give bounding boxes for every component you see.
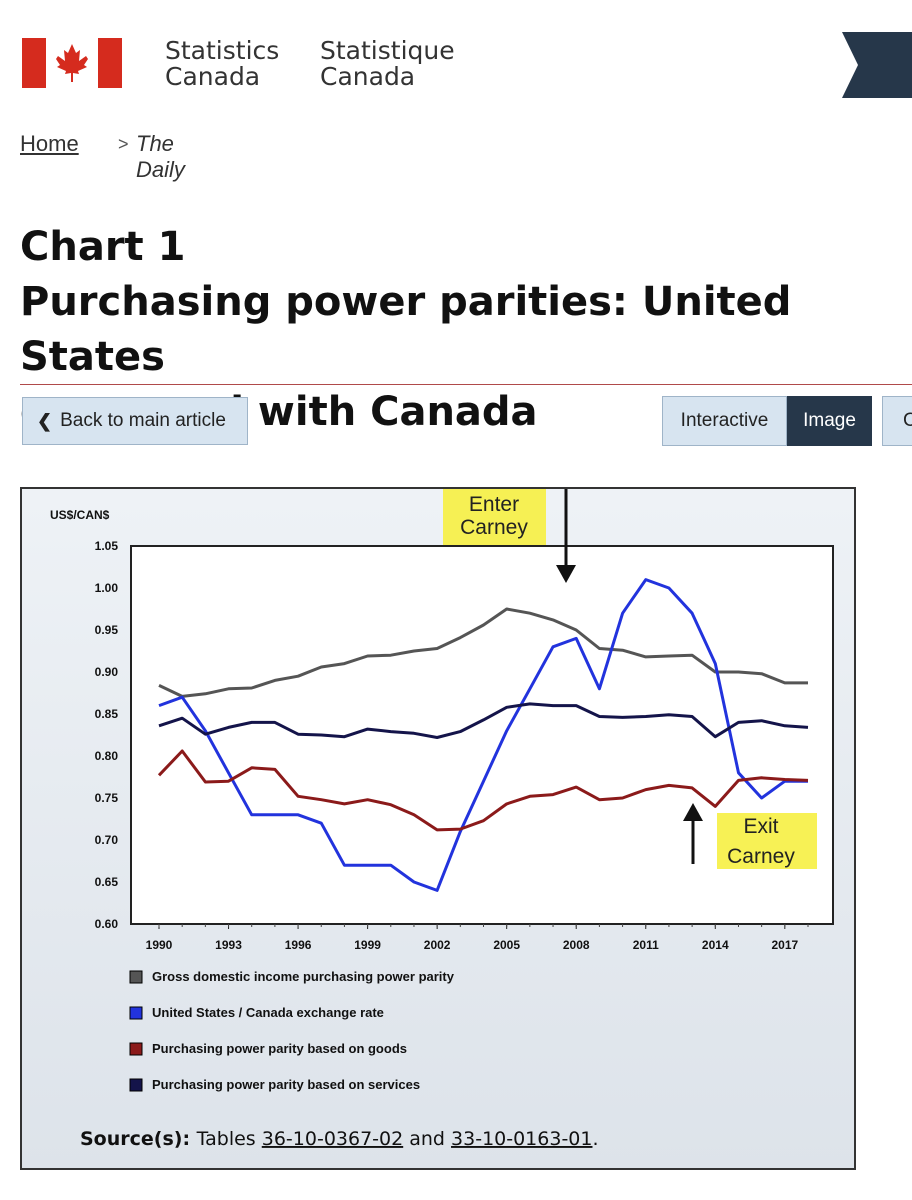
y-axis-label: US$/CAN$ [50, 508, 110, 522]
chart-panel: US$/CAN$ 0.60 0.65 0.70 0.75 0.80 0.85 0.90 0.95… [20, 487, 856, 1170]
back-button-label: Back to main article [60, 410, 226, 431]
signature-fr-line2: Canada [320, 62, 416, 91]
breadcrumb-home-link[interactable]: Home [20, 131, 79, 156]
source-text: and [403, 1128, 451, 1150]
legend-swatch-1 [129, 970, 143, 984]
title-line-2: Purchasing power parities: United States [20, 279, 792, 380]
source-text: . [592, 1128, 598, 1150]
y-tick-label: 0.60 [95, 917, 119, 931]
back-to-main-article-button[interactable]: ❮ Back to main article [22, 397, 248, 445]
title-divider [20, 384, 912, 385]
tab-partial[interactable]: C [882, 396, 912, 446]
chart-svg: US$/CAN$ 0.60 0.65 0.70 0.75 0.80 0.85 0.90 0.95… [50, 489, 834, 1150]
signature-en-line2: Canada [165, 62, 261, 91]
series-line-2 [158, 578, 808, 892]
x-tick-label: 2014 [702, 938, 729, 952]
source-link-2[interactable]: 33-10-0163-01 [451, 1128, 592, 1150]
chevron-left-icon: ❮ [37, 410, 53, 431]
breadcrumb-separator: > [118, 134, 129, 154]
source-link-1[interactable]: 36-10-0367-02 [262, 1128, 403, 1150]
y-tick-label: 0.70 [95, 833, 119, 847]
tab-interactive[interactable]: Interactive [662, 396, 787, 446]
enter-carney-text-2: Carney [460, 516, 528, 539]
legend-label-4: Purchasing power parity based on service… [152, 1077, 420, 1092]
source-label: Source(s): [80, 1128, 197, 1150]
series-line-4 [158, 702, 809, 739]
enter-carney-text-1: Enter [469, 493, 519, 516]
y-tick-label: 0.75 [95, 791, 119, 805]
x-tick-label: 2011 [633, 938, 659, 952]
source-text: Tables [196, 1128, 262, 1150]
x-tick-label: 1996 [285, 938, 312, 952]
series-line-3 [157, 749, 809, 832]
source-line: Source(s): Tables 36-10-0367-02 and 33-1… [80, 1128, 599, 1150]
page-title: Chart 1 Purchasing power parities: Unite… [20, 220, 912, 440]
enter-carney-highlight [443, 489, 546, 545]
x-tick-label: 2008 [563, 938, 590, 952]
legend-swatch-2 [129, 1006, 143, 1020]
y-tick-label: 0.80 [95, 749, 119, 763]
y-tick-label: 0.95 [95, 623, 119, 637]
y-tick-label: 1.05 [95, 539, 119, 553]
exit-arrow-head [683, 803, 703, 821]
legend-swatch-3 [129, 1042, 143, 1056]
y-tick-label: 0.90 [95, 665, 119, 679]
signature-english: Statistics Canada [165, 38, 279, 90]
y-tick-label: 0.85 [95, 707, 119, 721]
exit-carney-text-1: Exit [743, 815, 778, 838]
legend-swatch-4 [129, 1078, 143, 1092]
legend-label-3: Purchasing power parity based on goods [152, 1041, 407, 1056]
signature-en-line1: Statistics [165, 36, 280, 65]
x-tick-label: 2002 [424, 938, 451, 952]
language-toggle-button[interactable] [842, 32, 912, 98]
legend-label-1: Gross domestic income purchasing power p… [152, 969, 455, 984]
y-tick-label: 0.65 [95, 875, 119, 889]
x-tick-label: 2017 [771, 938, 798, 952]
legend-label-2: United States / Canada exchange rate [152, 1005, 384, 1020]
canada-flag-logo [22, 38, 122, 88]
x-tick-label: 1999 [354, 938, 381, 952]
tab-image[interactable]: Image [787, 396, 872, 446]
y-tick-label: 1.00 [95, 581, 119, 595]
enter-arrow-head [556, 565, 576, 583]
exit-carney-text-2: Carney [727, 845, 795, 868]
breadcrumb-current: The Daily [136, 131, 185, 182]
exit-carney-highlight [717, 813, 817, 869]
series-line-1 [158, 607, 808, 698]
x-tick-label: 2005 [493, 938, 520, 952]
signature-french: Statistique Canada [320, 38, 455, 90]
title-line-1: Chart 1 [20, 224, 186, 270]
signature-fr-line1: Statistique [320, 36, 455, 65]
x-tick-label: 1993 [215, 938, 242, 952]
x-tick-label: 1990 [146, 938, 173, 952]
